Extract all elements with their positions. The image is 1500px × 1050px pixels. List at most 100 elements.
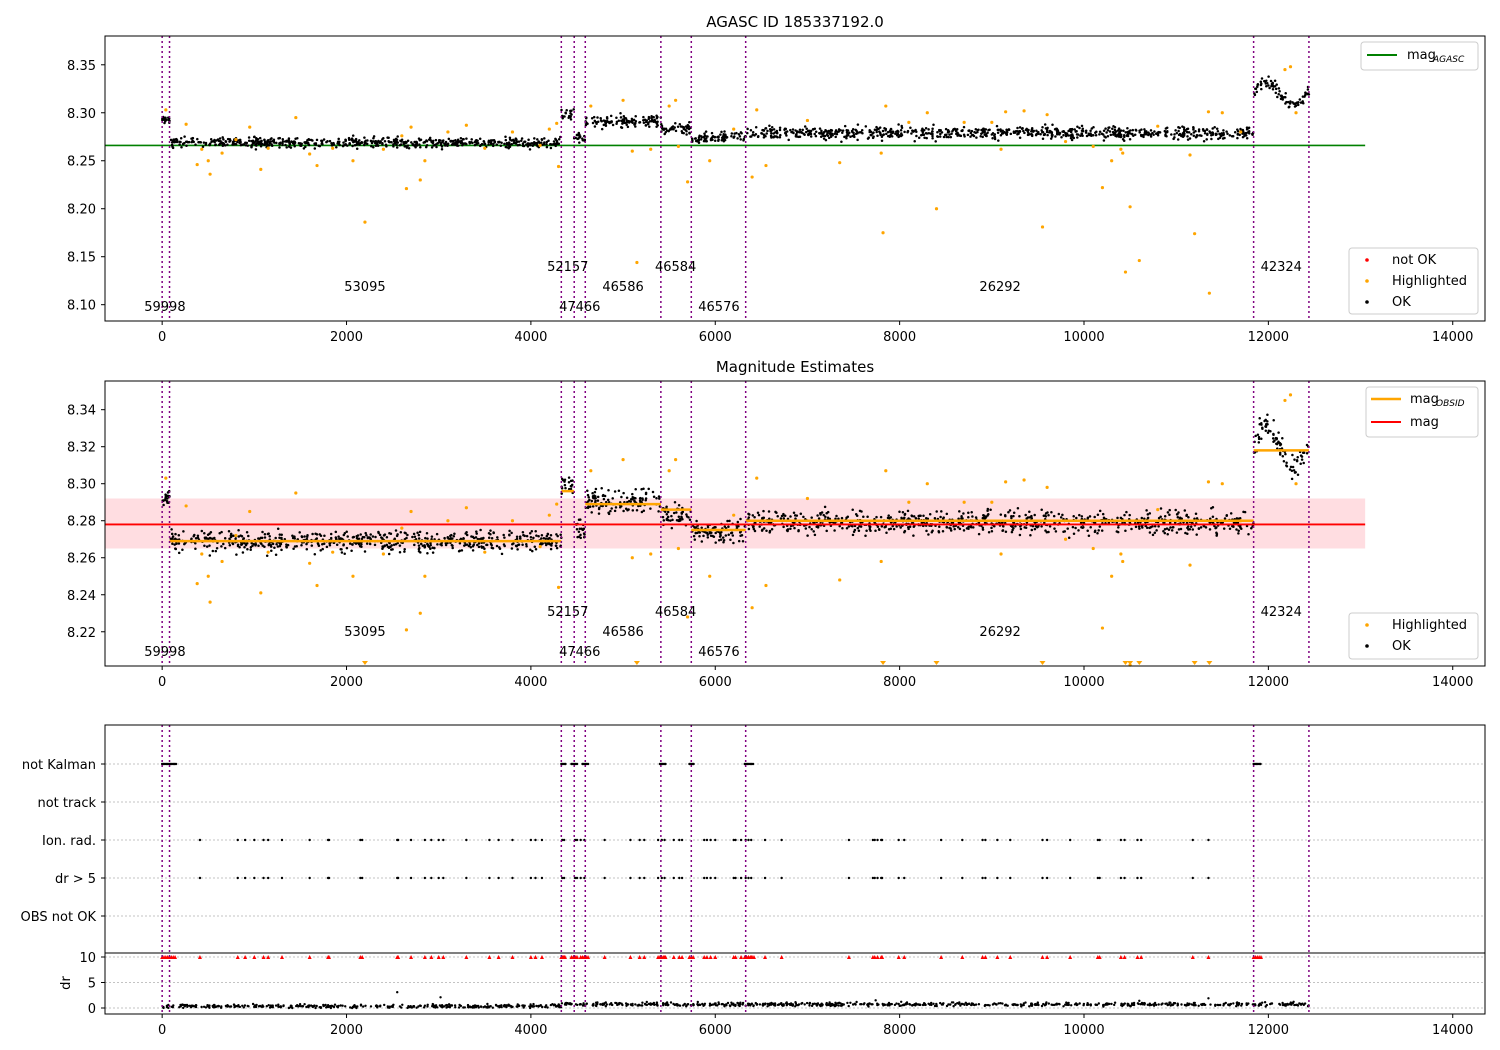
dr-point — [289, 1004, 293, 1007]
ion-rad-point — [709, 838, 712, 842]
ok-point — [274, 553, 278, 556]
ok-point — [234, 537, 237, 540]
ok-point — [1117, 526, 1120, 529]
ok-point — [383, 139, 387, 143]
highlighted-point — [308, 561, 312, 565]
highlighted-point — [838, 161, 842, 165]
ok-point — [507, 147, 510, 150]
ok-point — [342, 144, 346, 147]
dr-point — [457, 1006, 461, 1009]
ok-point — [435, 145, 438, 149]
ok-point — [534, 547, 538, 551]
ok-point — [623, 116, 626, 120]
ok-point — [900, 516, 903, 520]
ok-point — [396, 141, 399, 144]
dr-point — [333, 1003, 337, 1006]
ok-point — [890, 135, 894, 138]
dr-gt-5-point — [663, 876, 666, 880]
ok-point — [970, 511, 973, 514]
ok-point — [329, 536, 333, 540]
ok-point — [1018, 136, 1022, 139]
ok-point — [259, 145, 263, 148]
ok-point — [510, 531, 513, 535]
ok-point — [714, 531, 717, 535]
ok-point — [1192, 126, 1195, 129]
ok-point — [1206, 132, 1209, 136]
ok-point — [423, 545, 427, 548]
ok-point — [1132, 134, 1135, 138]
ok-point — [1305, 443, 1309, 447]
ok-point — [567, 476, 571, 479]
dr-point — [349, 1006, 352, 1009]
out-of-range-marker — [1127, 661, 1134, 665]
highlighted-point — [1119, 552, 1123, 556]
highlighted-point — [556, 164, 561, 169]
x-tick-label: 6000 — [699, 675, 732, 690]
ok-point — [733, 135, 736, 138]
highlighted-point — [423, 159, 427, 163]
ok-point — [503, 536, 506, 539]
ok-point — [1113, 128, 1117, 132]
ok-point — [647, 121, 650, 124]
ok-point — [579, 533, 582, 537]
ok-point — [719, 133, 722, 136]
ok-point — [291, 536, 295, 540]
ok-point — [619, 125, 623, 129]
ok-point — [1044, 512, 1048, 515]
ok-point — [977, 532, 981, 536]
ok-point — [508, 529, 511, 533]
ok-point — [555, 546, 559, 550]
ion-rad-point — [465, 838, 468, 842]
ok-point — [784, 131, 787, 135]
ok-point — [218, 531, 221, 535]
ok-point — [271, 542, 275, 546]
ok-point — [1265, 79, 1268, 83]
ok-point — [779, 133, 782, 137]
dr-point — [398, 1005, 402, 1008]
ok-point — [540, 533, 544, 537]
ok-point — [933, 516, 937, 520]
ok-point — [287, 145, 291, 148]
ok-point — [670, 514, 673, 518]
ok-point — [508, 143, 511, 146]
dr-point — [279, 1006, 282, 1009]
ok-point — [417, 544, 421, 547]
out-of-range-marker — [633, 661, 640, 665]
ok-point — [1028, 516, 1032, 519]
ok-point — [537, 140, 540, 144]
ok-point — [194, 143, 197, 146]
ok-point — [747, 527, 751, 531]
ok-point — [783, 127, 787, 130]
ok-point — [330, 144, 334, 147]
ion-rad-point — [511, 838, 514, 842]
ion-rad-point — [702, 838, 706, 842]
ok-point — [1286, 100, 1290, 104]
ok-point — [733, 132, 736, 135]
ok-point — [1057, 512, 1061, 516]
ok-point — [1084, 131, 1088, 134]
ok-point — [719, 532, 722, 536]
ok-point — [228, 544, 232, 547]
ok-point — [572, 108, 575, 111]
ok-point — [717, 139, 720, 143]
ok-point — [175, 140, 179, 144]
ok-point — [1162, 530, 1165, 533]
ok-point — [261, 143, 264, 146]
ok-point — [1076, 125, 1079, 129]
dr-point — [217, 1004, 220, 1008]
highlighted-point — [423, 574, 427, 578]
ok-point — [915, 134, 918, 138]
ok-point — [1098, 525, 1102, 528]
highlighted-point — [884, 469, 888, 473]
highlighted-point — [315, 583, 319, 588]
dr-point — [560, 1002, 564, 1005]
ok-point — [979, 135, 982, 138]
dr-gt-5-point — [488, 876, 491, 880]
ok-point — [765, 132, 768, 135]
ok-point — [631, 495, 634, 499]
ok-point — [638, 121, 641, 124]
ok-point — [335, 145, 338, 149]
ok-point — [647, 117, 651, 121]
ion-rad-point — [714, 838, 717, 842]
ion-rad-point — [1207, 838, 1210, 842]
